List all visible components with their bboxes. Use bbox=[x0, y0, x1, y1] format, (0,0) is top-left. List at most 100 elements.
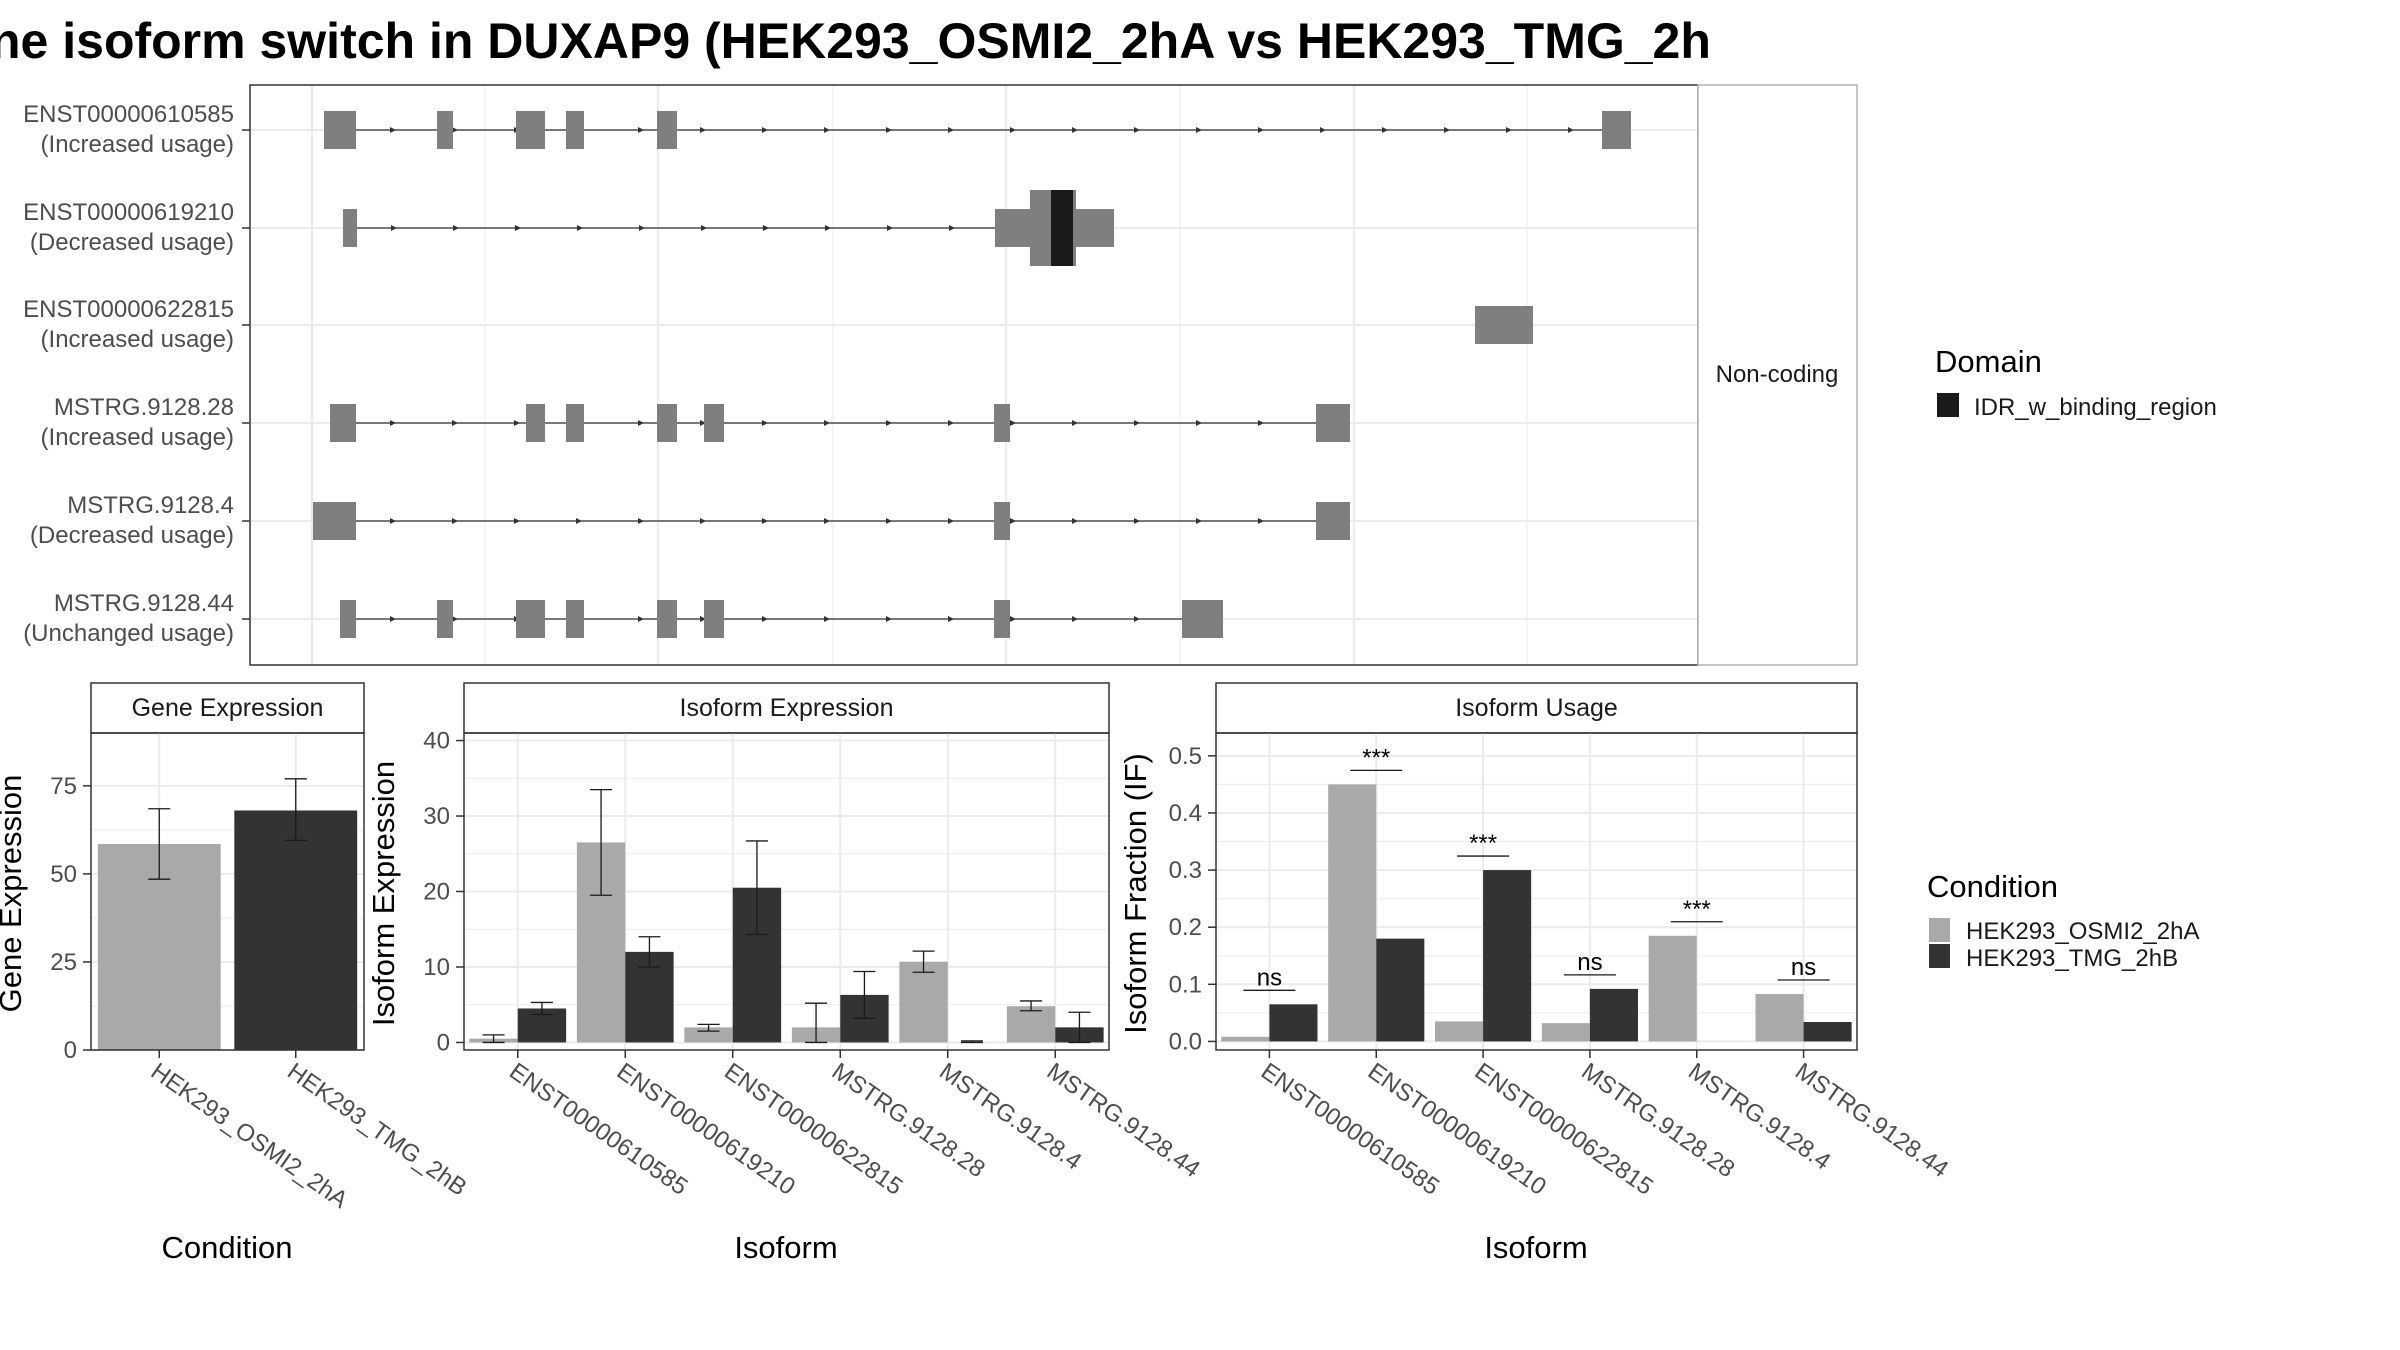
condition-legend-label-a: HEK293_OSMI2_2hA bbox=[1966, 918, 2199, 945]
significance-label: *** bbox=[1362, 744, 1390, 771]
panel-strip bbox=[90, 682, 365, 734]
strand-arrow-icon bbox=[1258, 127, 1264, 133]
exon bbox=[1076, 209, 1114, 247]
strand-arrow-icon bbox=[700, 127, 706, 133]
y-tick-label: 40 bbox=[423, 728, 450, 755]
x-tick-label: ENST00000610585 bbox=[1256, 1058, 1444, 1201]
y-tick-label: 0.3 bbox=[1169, 857, 1202, 884]
x-axis-title: Condition bbox=[162, 1230, 293, 1265]
transcript-ENST00000610585 bbox=[324, 111, 1631, 149]
transcript-structure-panel: ENST00000610585 (Increased usage) ENST0000… bbox=[23, 84, 1699, 666]
strand-arrow-icon bbox=[390, 518, 396, 524]
bar-HEK293_TMG_2hB bbox=[234, 810, 358, 1050]
strand-arrow-icon bbox=[762, 518, 768, 524]
isoform-id-label: MSTRG.9128.44 bbox=[54, 590, 234, 617]
isoform-usage-label: (Increased usage) bbox=[41, 326, 234, 353]
condition-legend: Condition HEK293_OSMI2_2hA HEK293_TMG_2h… bbox=[1927, 869, 2199, 972]
y-tick-label: 50 bbox=[50, 861, 77, 888]
strand-arrow-icon bbox=[886, 616, 892, 622]
exon bbox=[994, 600, 1010, 638]
exon bbox=[437, 600, 453, 638]
x-tick-label: ENST00000610585 bbox=[504, 1058, 692, 1201]
x-tick-label: ENST00000619210 bbox=[1363, 1058, 1551, 1201]
exon bbox=[1316, 404, 1350, 442]
bar-ENST00000622815 bbox=[1483, 870, 1532, 1042]
exon bbox=[526, 404, 545, 442]
strand-arrow-icon bbox=[824, 127, 830, 133]
exon bbox=[566, 404, 584, 442]
domain-legend-label: IDR_w_binding_region bbox=[1974, 394, 2217, 421]
strand-arrow-icon bbox=[1134, 616, 1140, 622]
strand-arrow-icon bbox=[886, 518, 892, 524]
isoform-usage-label: (Decreased usage) bbox=[30, 229, 234, 256]
strand-arrow-icon bbox=[824, 616, 830, 622]
y-axis-title: Isoform Expression bbox=[366, 761, 401, 1026]
y-axis-title: Gene Expression bbox=[0, 775, 28, 1013]
strand-arrow-icon bbox=[1320, 127, 1326, 133]
significance-label: ns bbox=[1257, 964, 1282, 991]
bar-ENST00000622815 bbox=[1435, 1021, 1484, 1042]
strand-arrow-icon bbox=[886, 420, 892, 426]
strand-arrow-icon bbox=[1196, 127, 1202, 133]
y-tick-label: 0.4 bbox=[1169, 800, 1202, 827]
strand-arrow-icon bbox=[1258, 518, 1264, 524]
strand-arrow-icon bbox=[1134, 518, 1140, 524]
y-tick-label: 0.2 bbox=[1169, 914, 1202, 941]
strand-arrow-icon bbox=[1072, 518, 1078, 524]
domain-legend: Domain IDR_w_binding_region bbox=[1935, 344, 2217, 421]
x-tick-label: ENST00000619210 bbox=[612, 1058, 800, 1201]
strand-arrow-icon bbox=[701, 225, 707, 231]
bar-ENST00000622815 bbox=[684, 1027, 733, 1043]
y-tick-label: 10 bbox=[423, 954, 450, 981]
transcript-MSTRG.9128.44 bbox=[340, 600, 1223, 638]
condition-legend-key-a bbox=[1929, 918, 1950, 942]
strand-arrow-icon bbox=[390, 420, 396, 426]
strand-arrow-icon bbox=[452, 127, 458, 133]
bar-panels: Gene Expression0255075HEK293_OSMI2_2hAHE… bbox=[0, 682, 1953, 1265]
strand-arrow-icon bbox=[452, 420, 458, 426]
exon bbox=[330, 404, 356, 442]
strand-arrow-icon bbox=[638, 616, 644, 622]
panel-isoform-usage: Isoform Usage ns *** *** ns *** ns 0.0 0.1 0.2 0.3… bbox=[1118, 682, 1953, 1265]
strand-arrow-icon bbox=[948, 616, 954, 622]
significance-label: ns bbox=[1791, 954, 1816, 981]
panel-gene-expression: Gene Expression0255075HEK293_OSMI2_2hAHE… bbox=[0, 682, 472, 1265]
panel-border bbox=[90, 732, 365, 1051]
bar-ENST00000619210 bbox=[1376, 938, 1425, 1042]
exon bbox=[343, 209, 357, 247]
exon bbox=[704, 600, 724, 638]
bar-ENST00000619210 bbox=[1328, 784, 1377, 1042]
isoform-id-label: MSTRG.9128.28 bbox=[54, 394, 234, 421]
strand-arrow-icon bbox=[1072, 616, 1078, 622]
significance-label: *** bbox=[1469, 830, 1497, 857]
strand-arrow-icon bbox=[700, 420, 706, 426]
x-axis-title: Isoform bbox=[734, 1230, 837, 1265]
strand-arrow-icon bbox=[700, 616, 706, 622]
strand-arrow-icon bbox=[824, 420, 830, 426]
strand-arrow-icon bbox=[948, 127, 954, 133]
y-tick-label: 0.1 bbox=[1169, 971, 1202, 998]
exon bbox=[516, 111, 545, 149]
exon bbox=[324, 111, 356, 149]
strand-arrow-icon bbox=[1382, 127, 1388, 133]
exon bbox=[657, 404, 677, 442]
strand-arrow-icon bbox=[700, 518, 706, 524]
exon bbox=[657, 111, 677, 149]
exon bbox=[566, 600, 584, 638]
transcript-ENST00000622815 bbox=[1475, 306, 1533, 344]
strand-arrow-icon bbox=[762, 420, 768, 426]
strand-arrow-icon bbox=[1134, 420, 1140, 426]
transcript-ENST00000619210 bbox=[343, 190, 1114, 266]
x-axis-title: Isoform bbox=[1484, 1230, 1587, 1265]
y-tick-label: 75 bbox=[50, 773, 77, 800]
strand-arrow-icon bbox=[1568, 127, 1574, 133]
strand-arrow-icon bbox=[948, 518, 954, 524]
strand-arrow-icon bbox=[762, 127, 768, 133]
isoform-usage-label: (Decreased usage) bbox=[30, 522, 234, 549]
y-tick-label: 0.0 bbox=[1169, 1028, 1202, 1055]
bar-ENST00000610585 bbox=[1269, 1004, 1318, 1042]
y-tick-label: 0 bbox=[437, 1029, 450, 1056]
strand-arrow-icon bbox=[1444, 127, 1450, 133]
exon bbox=[313, 502, 356, 540]
